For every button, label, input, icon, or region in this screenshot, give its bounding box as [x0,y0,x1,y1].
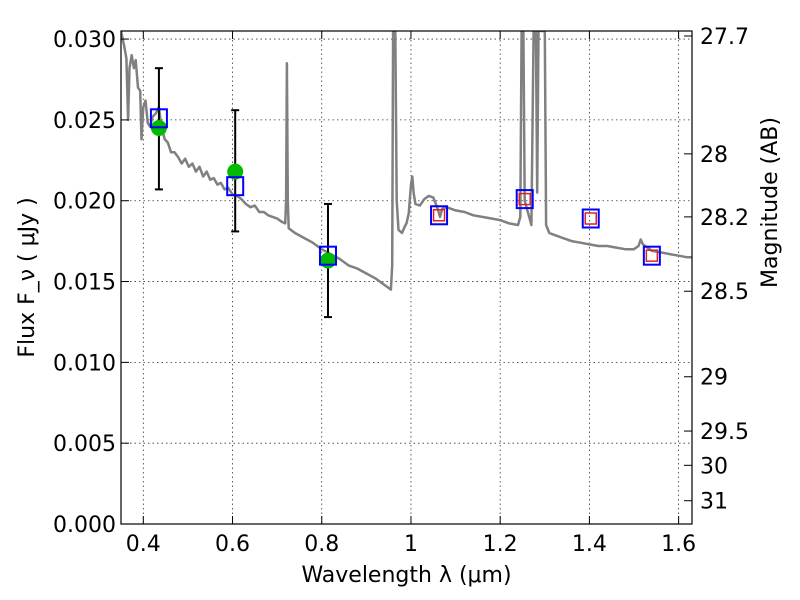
model-square-marker [226,176,245,197]
y-tick-label: 0.015 [53,271,116,296]
y-tick-label: 0.025 [53,109,116,134]
right-tick-label: 28.2 [700,206,749,231]
measured-flux-marker [319,252,336,269]
right-axis-ticks: 27.7 28 28.2 28.5 29 29.5 30 31 [684,25,749,515]
right-tick-label: 28.5 [700,280,749,305]
measured-nir-layer [432,192,659,262]
y-tick-label: 0.020 [53,190,116,215]
plot-frame [120,30,693,525]
y-tick-label: 0.030 [53,28,116,53]
measured-flux-marker [227,163,244,180]
y-axis-title: Flux F_ν ( μJy ) [15,197,40,357]
nir-square-marker [518,192,531,206]
right-axis-title: Magnitude (AB) [758,117,783,288]
x-axis-ticks: 0.4 0.6 0.8 1 1.2 1.4 1.6 [126,31,696,557]
model-photometry-layer [149,108,661,266]
y-tick-label: 0.000 [53,513,116,538]
model-square-marker [515,189,534,210]
x-tick-label: 0.4 [126,532,161,557]
x-tick-label: 1.4 [572,532,607,557]
x-tick-label: 0.8 [304,532,339,557]
nir-square-marker [645,249,659,262]
model-square-marker [642,245,661,266]
spectrum-layer [121,31,692,291]
model-square-marker [149,108,168,129]
y-tick-label: 0.010 [53,351,116,376]
x-tick-label: 0.6 [215,532,250,557]
x-tick-label: 1 [404,532,418,557]
right-tick-label: 31 [700,490,728,515]
y-axis-ticks: 0.000 0.005 0.010 0.015 0.020 0.025 0.030 [53,28,129,538]
x-tick-label: 1.2 [483,532,518,557]
grid-lines [121,31,692,525]
right-tick-label: 28 [700,143,728,168]
right-tick-label: 29 [700,366,728,391]
x-tick-label: 1.6 [661,532,696,557]
right-tick-label: 30 [700,454,728,479]
plot-area [121,31,692,319]
model-square-marker [318,245,337,266]
nir-square-marker [432,209,446,222]
y-tick-label: 0.005 [53,432,116,457]
right-tick-label: 27.7 [700,25,749,50]
model-square-marker [430,205,449,226]
right-tick-label: 29.5 [700,420,749,445]
nir-square-marker [584,212,597,225]
x-axis-title: Wavelength λ (μm) [301,563,511,588]
model-square-marker [581,208,600,229]
spectrum-line [121,31,692,291]
